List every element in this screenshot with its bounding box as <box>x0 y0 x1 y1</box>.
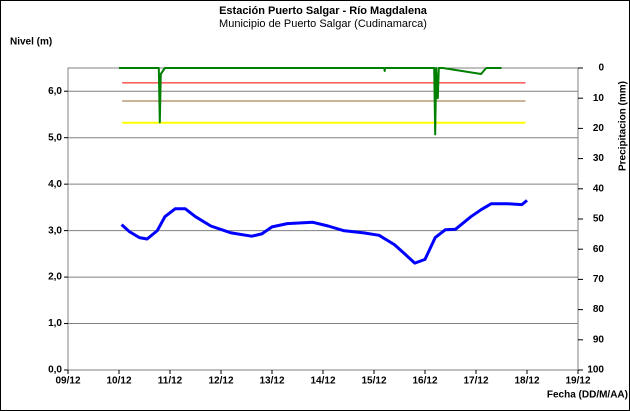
series-line <box>120 199 528 265</box>
y-tick-label: 1,0 <box>48 318 62 329</box>
chart-subtitle: Municipio de Puerto Salgar (Cudinamarca) <box>219 18 427 30</box>
y2-tick-label: 70 <box>593 274 605 285</box>
y-tick-label: 5,0 <box>48 132 62 143</box>
x-tick-label: 09/12 <box>55 376 80 387</box>
x-tick-label: 13/12 <box>259 376 284 387</box>
y2-tick-label: 0 <box>598 63 604 74</box>
y2-tick-label: 50 <box>593 214 605 225</box>
x-tick-label: 18/12 <box>514 376 539 387</box>
x-tick-label: 10/12 <box>106 376 131 387</box>
y-tick-label: 4,0 <box>48 179 62 190</box>
y-axis-label: Nivel (m) <box>10 37 52 48</box>
x-tick-label: 11/12 <box>158 376 183 387</box>
y2-tick-label: 100 <box>587 365 604 376</box>
x-tick-label: 19/12 <box>565 376 590 387</box>
x-tick-label: 16/12 <box>412 376 437 387</box>
x-tick-label: 17/12 <box>463 376 488 387</box>
y-tick-label: 6,0 <box>48 86 62 97</box>
x-tick-label: 12/12 <box>208 376 233 387</box>
y2-tick-label: 40 <box>593 183 605 194</box>
series-line <box>119 67 502 136</box>
chart-title: Estación Puerto Salgar - Río Magdalena <box>219 5 428 17</box>
y2-tick-label: 60 <box>593 244 605 255</box>
x-tick-label: 15/12 <box>361 376 386 387</box>
x-axis-label: Fecha (DD/M/AA) <box>547 390 628 401</box>
y-tick-label: 2,0 <box>48 272 62 283</box>
y2-tick-label: 30 <box>593 153 605 164</box>
y-tick-label: 3,0 <box>48 225 62 236</box>
y-tick-label: 0,0 <box>48 365 62 376</box>
y2-tick-label: 10 <box>593 93 605 104</box>
x-tick-label: 14/12 <box>310 376 335 387</box>
y2-tick-label: 80 <box>593 304 605 315</box>
y2-tick-label: 20 <box>593 123 605 134</box>
y2-axis-label: Precipitacion (mm) <box>618 81 629 171</box>
y2-tick-label: 90 <box>593 334 605 345</box>
